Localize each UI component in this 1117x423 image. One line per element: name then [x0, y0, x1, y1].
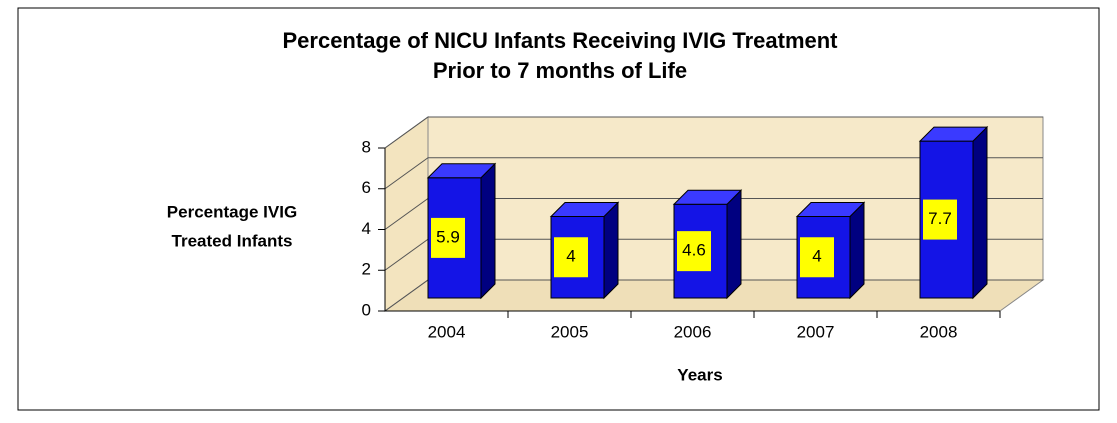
- chart-title: Prior to 7 months of Life: [433, 58, 687, 83]
- x-axis-label: Years: [677, 365, 722, 384]
- bar-side: [480, 162, 496, 300]
- x-tick-label: 2005: [551, 322, 589, 341]
- x-tick-label: 2007: [797, 322, 835, 341]
- value-label-box: [800, 237, 834, 278]
- bar-side: [603, 201, 619, 300]
- y-tick-label: 8: [362, 137, 371, 156]
- value-label: 4: [812, 247, 821, 266]
- bar-side: [972, 125, 988, 300]
- y-tick-label: 4: [362, 219, 371, 238]
- bar-top: [549, 202, 620, 217]
- chart-title: Percentage of NICU Infants Receiving IVI…: [282, 28, 838, 53]
- bar-top: [426, 163, 497, 179]
- value-label: 7.7: [928, 209, 952, 228]
- y-tick-label: 2: [362, 260, 371, 279]
- value-label-box: [677, 231, 711, 272]
- x-tick-label: 2006: [674, 322, 712, 341]
- value-label: 4: [566, 247, 575, 266]
- value-label-box: [554, 237, 588, 278]
- grid-line: [384, 157, 1043, 190]
- grid-line: [384, 116, 1043, 149]
- y-axis-label: Treated Infants: [172, 231, 293, 250]
- bar-side: [726, 189, 742, 300]
- value-label: 4.6: [682, 241, 706, 260]
- value-label-box: [923, 199, 957, 240]
- bar-top: [918, 126, 989, 142]
- y-axis-label: Percentage IVIG: [167, 202, 297, 221]
- value-label-box: [431, 217, 465, 258]
- y-tick-label: 6: [362, 178, 371, 197]
- bar-top: [672, 189, 743, 205]
- y-tick-label: 0: [362, 300, 371, 319]
- bar-side: [849, 201, 865, 300]
- x-tick-label: 2004: [428, 322, 466, 341]
- x-tick-label: 2008: [920, 322, 958, 341]
- bar-top: [795, 202, 866, 217]
- value-label: 5.9: [436, 227, 460, 246]
